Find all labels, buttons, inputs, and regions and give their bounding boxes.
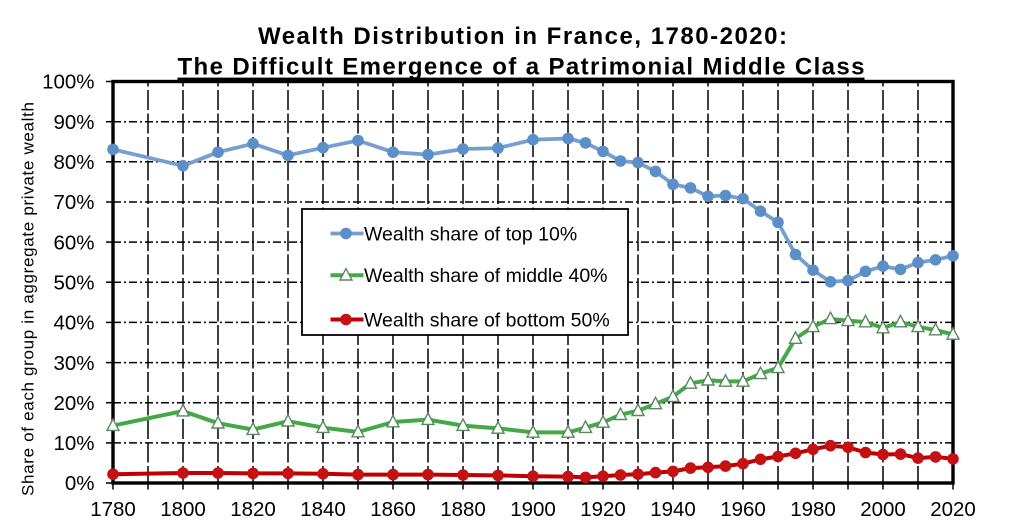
svg-text:1880: 1880 [440, 498, 486, 521]
svg-text:2000: 2000 [860, 498, 906, 521]
svg-text:1860: 1860 [370, 498, 416, 521]
svg-text:100%: 100% [42, 71, 94, 94]
svg-text:60%: 60% [53, 231, 94, 254]
svg-text:30%: 30% [53, 352, 94, 375]
svg-text:2020: 2020 [930, 498, 976, 521]
svg-text:1980: 1980 [790, 498, 836, 521]
svg-text:1780: 1780 [90, 498, 136, 521]
svg-text:90%: 90% [53, 111, 94, 134]
svg-text:Wealth share of top 10%: Wealth share of top 10% [364, 223, 577, 245]
svg-text:20%: 20% [53, 392, 94, 415]
svg-text:40%: 40% [53, 312, 94, 335]
svg-text:0%: 0% [65, 472, 95, 495]
svg-text:Share of each group in aggrega: Share of each group in aggregate private… [19, 102, 38, 496]
svg-text:The Difficult Emergence of a P: The Difficult Emergence of a Patrimonial… [178, 54, 865, 81]
svg-text:1820: 1820 [230, 498, 276, 521]
svg-text:Wealth Distribution in France,: Wealth Distribution in France, 1780-2020… [258, 23, 787, 50]
svg-text:1900: 1900 [510, 498, 556, 521]
svg-text:Wealth share of bottom 50%: Wealth share of bottom 50% [364, 309, 610, 331]
svg-text:1920: 1920 [580, 498, 626, 521]
svg-text:1960: 1960 [720, 498, 766, 521]
svg-text:50%: 50% [53, 271, 94, 294]
svg-text:1940: 1940 [650, 498, 696, 521]
svg-text:10%: 10% [53, 432, 94, 455]
svg-text:70%: 70% [53, 191, 94, 214]
svg-text:80%: 80% [53, 151, 94, 174]
svg-text:Wealth share of middle 40%: Wealth share of middle 40% [364, 265, 608, 287]
svg-text:1800: 1800 [160, 498, 206, 521]
svg-text:1840: 1840 [300, 498, 346, 521]
